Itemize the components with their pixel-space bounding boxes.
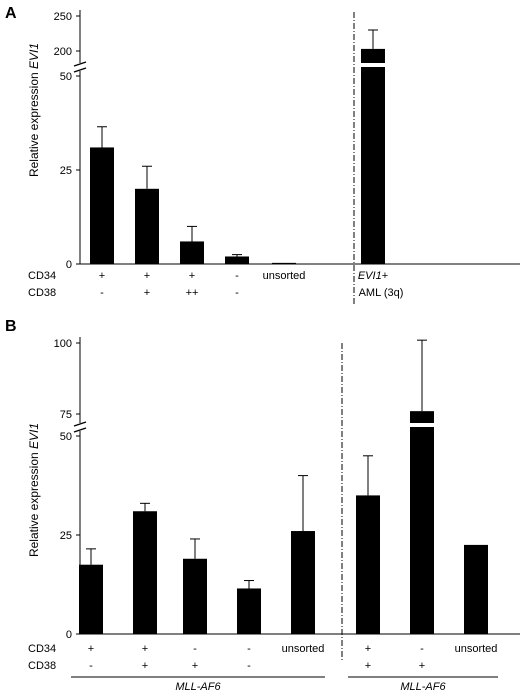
category-cd38-marker: - (89, 660, 93, 672)
category-label-unsorted: unsorted (282, 643, 325, 655)
category-cd34-marker: - (235, 270, 239, 282)
y-tick-label: 25 (60, 530, 72, 542)
category-cd34-marker: + (99, 270, 105, 282)
category-cd34-marker: - (193, 643, 197, 655)
category-cd38-marker: + (192, 660, 198, 672)
category-label-gene: EVI1 (358, 270, 382, 282)
category-cd34-marker: - (420, 643, 424, 655)
bar (79, 564, 103, 634)
category-cd38-marker: + (419, 660, 425, 672)
bar (237, 588, 261, 634)
axis-break-mark (73, 61, 87, 67)
bar-break-gap (409, 423, 435, 427)
bar (183, 558, 207, 634)
category-cd34-marker: + (88, 643, 94, 655)
axis-break-mark (73, 421, 87, 427)
category-cd34-marker: + (365, 643, 371, 655)
bar (361, 48, 385, 265)
y-axis-label: Relative expression EVI1 (27, 423, 41, 557)
y-tick-label: 50 (60, 71, 72, 83)
category-label-unsorted: unsorted (455, 643, 498, 655)
bar (272, 262, 296, 264)
y-tick-label: 250 (54, 11, 72, 23)
category-cd34-marker: + (189, 270, 195, 282)
panel-a: A 0 25 50 200 250 Relative expression EVI1 CD34… (5, 5, 520, 305)
panel-letter: A (5, 5, 17, 22)
bar (133, 511, 157, 634)
y-tick-label: 25 (60, 165, 72, 177)
y-axis-label-prefix: Relative expression (27, 449, 41, 557)
bar (464, 544, 488, 634)
category-cd38-marker: + (144, 287, 150, 299)
category-cd38-marker: ++ (186, 287, 199, 299)
category-label-evi1: EVI1+ (358, 270, 388, 282)
panel-letter: B (5, 318, 17, 335)
bar (410, 411, 434, 634)
y-axis-label-gene: EVI1 (27, 43, 41, 69)
bar (90, 147, 114, 264)
bar (225, 256, 249, 264)
group-label: MLL-AF6 (400, 681, 446, 692)
category-cd38-marker: - (100, 287, 104, 299)
category-label-aml: AML (3q) (359, 287, 404, 299)
y-tick-label: 0 (66, 629, 72, 641)
group-label: MLL-AF6 (175, 681, 221, 692)
category-label-suffix: + (382, 270, 388, 282)
axis-break-mark (73, 67, 87, 73)
y-axis-label: Relative expression EVI1 (27, 43, 41, 177)
bar (356, 495, 380, 634)
y-tick-label: 200 (54, 46, 72, 58)
axis-break-mark (73, 427, 87, 433)
bar-break-gap (360, 63, 386, 67)
category-cd38-marker: - (235, 287, 239, 299)
category-cd38-marker: + (365, 660, 371, 672)
row-label-cd34: CD34 (28, 270, 56, 282)
category-label-unsorted: unsorted (263, 270, 306, 282)
bar (135, 188, 159, 264)
category-cd34-marker: + (144, 270, 150, 282)
panel-b: B 0 25 50 75 100 Relative expression EVI1 CD34 C… (5, 318, 520, 692)
row-label-cd38: CD38 (28, 287, 56, 299)
category-cd34-marker: + (142, 643, 148, 655)
y-tick-label: 50 (60, 431, 72, 443)
row-label-cd38: CD38 (28, 660, 56, 672)
category-cd38-marker: + (142, 660, 148, 672)
bar (180, 241, 204, 264)
y-tick-label: 0 (66, 259, 72, 271)
y-tick-label: 75 (60, 409, 72, 421)
bar (291, 531, 315, 634)
y-tick-label: 100 (54, 338, 72, 350)
category-cd34-marker: - (247, 643, 251, 655)
y-axis-label-prefix: Relative expression (27, 69, 41, 177)
row-label-cd34: CD34 (28, 643, 56, 655)
category-cd38-marker: - (247, 660, 251, 672)
y-axis-label-gene: EVI1 (27, 423, 41, 449)
